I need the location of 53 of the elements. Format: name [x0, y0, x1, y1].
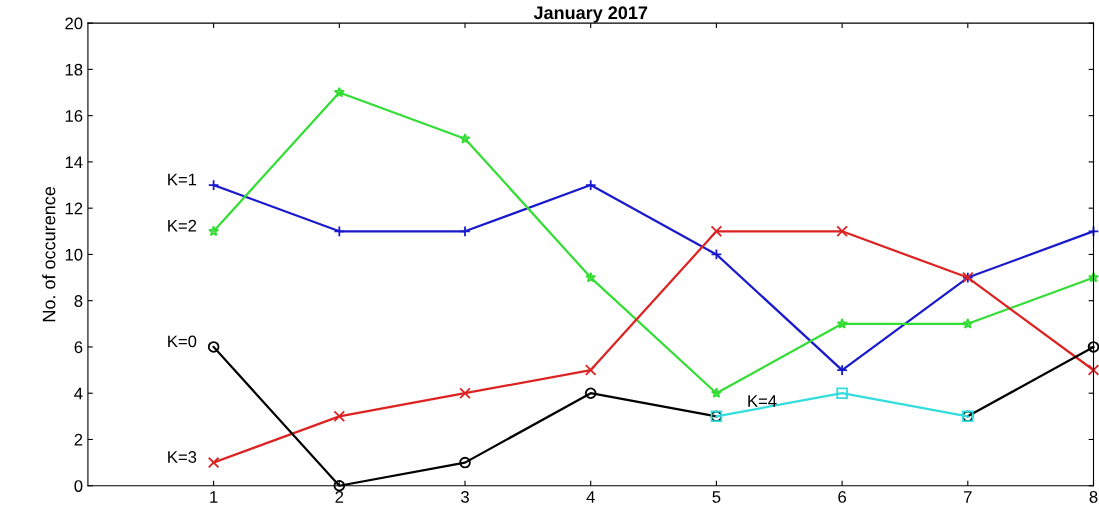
- point: [459, 133, 471, 144]
- y-tick-label: 14: [65, 156, 83, 168]
- point: [1087, 364, 1099, 376]
- point: [710, 248, 723, 261]
- point: [836, 225, 848, 238]
- x-tick-label: 6: [838, 491, 847, 503]
- y-axis-title: No. of occurence: [42, 186, 56, 322]
- y-tick-label: 0: [74, 480, 83, 492]
- point: [1087, 271, 1099, 283]
- x-tick-label: 8: [1089, 491, 1098, 503]
- point: [962, 318, 974, 329]
- point: [333, 86, 345, 98]
- series-label: K=1: [168, 173, 197, 186]
- y-tick-label: 20: [65, 17, 83, 30]
- point: [333, 479, 346, 492]
- point: [207, 179, 220, 191]
- point: [585, 271, 597, 283]
- point: [207, 341, 220, 353]
- point: [459, 456, 471, 469]
- point: [584, 364, 597, 376]
- x-tick-label: 1: [210, 491, 218, 503]
- point: [459, 387, 471, 399]
- y-tick-label: 4: [74, 387, 83, 400]
- point: [207, 456, 220, 469]
- y-tick-label: 16: [65, 110, 83, 122]
- chart-title: January 2017: [533, 6, 648, 23]
- series-label: K=2: [168, 219, 197, 232]
- point: [584, 179, 597, 191]
- series-label: K=4: [748, 395, 777, 407]
- y-tick-label: 18: [65, 63, 83, 76]
- x-tick-label: 2: [335, 491, 344, 503]
- point: [459, 225, 471, 238]
- y-tick-label: 8: [74, 295, 83, 307]
- point: [710, 387, 722, 399]
- point: [333, 225, 346, 238]
- point: [836, 318, 848, 329]
- point: [710, 225, 723, 238]
- y-tick-label: 10: [65, 248, 83, 261]
- x-tick-label: 4: [586, 491, 595, 503]
- point: [584, 387, 597, 399]
- y-tick-label: 2: [74, 433, 83, 446]
- y-tick-label: 12: [65, 202, 83, 215]
- point: [1087, 341, 1099, 353]
- series-label: K=0: [168, 335, 197, 348]
- y-tick-label: 6: [74, 341, 83, 354]
- x-tick-label: 5: [712, 491, 721, 503]
- x-tick-label: 3: [461, 491, 469, 503]
- series-label: K=3: [168, 451, 197, 463]
- x-tick-label: 7: [964, 491, 972, 503]
- point: [333, 410, 346, 423]
- point: [836, 364, 848, 376]
- point: [208, 225, 220, 237]
- point: [836, 387, 848, 399]
